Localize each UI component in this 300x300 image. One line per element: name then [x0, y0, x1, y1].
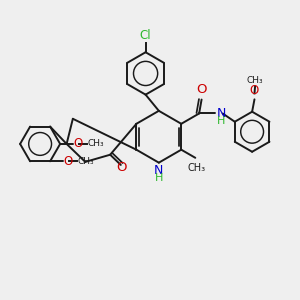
Text: CH₃: CH₃	[87, 140, 104, 148]
Text: O: O	[196, 83, 207, 96]
Text: H: H	[154, 173, 163, 183]
Text: CH₃: CH₃	[77, 157, 94, 166]
Text: O: O	[250, 84, 259, 97]
Text: O: O	[117, 161, 127, 174]
Text: O: O	[74, 137, 83, 150]
Text: H: H	[217, 116, 225, 126]
Text: CH₃: CH₃	[247, 76, 263, 85]
Text: N: N	[217, 107, 226, 120]
Text: O: O	[64, 155, 73, 168]
Text: N: N	[154, 164, 164, 176]
Text: CH₃: CH₃	[188, 163, 206, 173]
Text: Cl: Cl	[140, 29, 152, 42]
